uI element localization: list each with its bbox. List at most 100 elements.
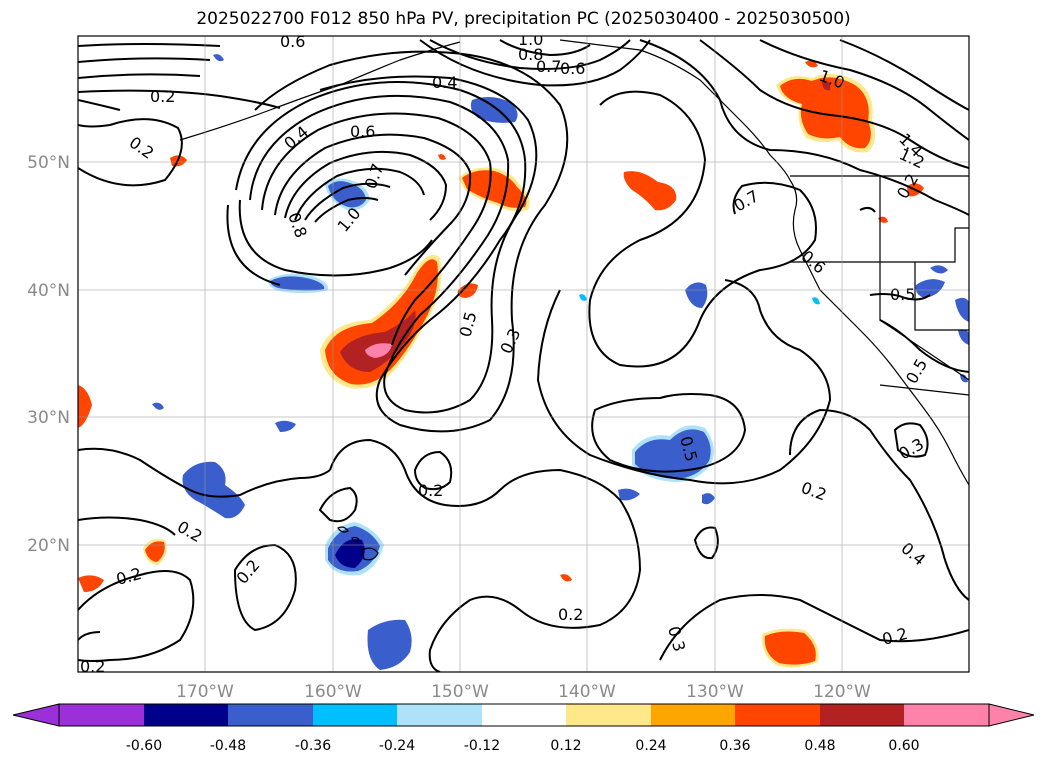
colorbar-label: -0.48 <box>210 738 246 754</box>
contour-label: 0.7 <box>536 57 561 76</box>
pv-contour <box>233 543 297 632</box>
pv-contour <box>789 408 969 601</box>
contour-label: 0.2 <box>558 605 583 624</box>
precip-negative-region <box>685 282 708 308</box>
colorbar-bin <box>820 704 904 726</box>
pv-contour <box>294 167 425 221</box>
colorbar-bin <box>313 704 397 726</box>
pv-contour <box>839 39 969 111</box>
colorbar-labels: -0.60 -0.48 -0.36 -0.24 -0.12 0.12 0.24 … <box>126 738 920 754</box>
state-border <box>914 262 969 331</box>
pv-contour <box>859 206 876 213</box>
hawaii-island <box>337 526 349 533</box>
pv-contour <box>249 75 538 414</box>
pv-contour <box>78 516 176 536</box>
pv-contour <box>314 197 379 223</box>
precip-negative-region <box>618 488 640 501</box>
colorbar-label: -0.36 <box>295 738 331 754</box>
precip-positive-region <box>780 77 871 149</box>
precip-positive-region <box>365 343 392 358</box>
lat-tick-label: 30°N <box>27 408 70 428</box>
pv-contour <box>78 118 183 187</box>
colorbar-label: -0.24 <box>379 738 415 754</box>
lon-tick-label: 140°W <box>558 682 616 702</box>
pv-contour <box>588 90 817 368</box>
colorbar-label: 0.48 <box>804 738 835 754</box>
colorbar-bin <box>482 704 566 726</box>
precip-negative-region <box>367 619 412 670</box>
hawaii-big-island <box>361 547 379 561</box>
contour-label: 1.0 <box>518 30 543 49</box>
contour-label: 0.2 <box>418 481 443 500</box>
pv-contour <box>693 526 719 560</box>
precip-negative-region <box>955 297 969 322</box>
precip-negative-region <box>182 461 245 519</box>
map-background <box>78 36 969 672</box>
colorbar-label: 0.12 <box>550 738 581 754</box>
precip-positive-region <box>560 574 572 582</box>
lon-tick-labels: 170°W 160°W 150°W 140°W 130°W 120°W <box>176 682 871 702</box>
pv-contour <box>329 438 642 672</box>
lon-tick-label: 170°W <box>176 682 234 702</box>
contour-label: 0.6 <box>280 32 305 51</box>
pv-contour <box>419 39 651 87</box>
pv-contour <box>284 150 448 221</box>
lat-tick-label: 50°N <box>27 153 70 173</box>
precip-negative-region <box>213 54 224 62</box>
precip-negative-region <box>958 329 969 345</box>
pv-contour <box>413 450 453 491</box>
contour-label: 0.4 <box>432 73 457 92</box>
precip-positive-region <box>340 310 416 372</box>
precip-negative-region <box>579 294 587 301</box>
colorbar-bin <box>904 704 989 726</box>
pv-contour <box>226 204 281 286</box>
colorbar: -0.60 -0.48 -0.36 -0.24 -0.12 0.12 0.24 … <box>12 703 1035 754</box>
pv-contour <box>274 133 472 276</box>
precip-negative-region <box>152 402 164 410</box>
lon-tick-label: 160°W <box>304 682 362 702</box>
precip-positive-region <box>764 631 816 665</box>
contour-label: 0.2 <box>80 657 105 676</box>
colorbar-bin <box>566 704 651 726</box>
precip-negative-region <box>335 539 365 568</box>
precip-negative-region <box>635 429 711 479</box>
pv-contour <box>759 39 969 141</box>
state-border <box>790 227 969 263</box>
pv-contour <box>78 43 221 47</box>
precip-shading <box>78 54 969 670</box>
colorbar-bin <box>397 704 482 726</box>
pv-contour <box>893 422 929 458</box>
colorbar-label: 0.60 <box>888 738 919 754</box>
north-america-coast <box>559 39 969 486</box>
pv-contour <box>699 39 969 169</box>
precip-positive-region <box>623 171 677 211</box>
precip-negative-region <box>270 276 325 291</box>
pv-contour <box>304 182 391 221</box>
lon-tick-label: 150°W <box>431 682 489 702</box>
colorbar-bin <box>59 704 144 726</box>
colorbar-bin <box>735 704 820 726</box>
lon-tick-label: 130°W <box>686 682 744 702</box>
pv-contour <box>238 199 433 277</box>
colorbar-label: 0.36 <box>719 738 750 754</box>
precip-positive-region <box>78 575 104 592</box>
pv-contour <box>78 570 195 662</box>
colorbar-bin <box>228 704 313 726</box>
pv-contour <box>78 99 121 111</box>
contour-label: 0.6 <box>350 122 375 141</box>
pv-contour <box>659 594 969 661</box>
pv-contour <box>78 631 101 641</box>
pv-contour <box>499 39 591 57</box>
pv-contour <box>536 279 832 485</box>
map-frame <box>77 35 970 673</box>
contour-label: 0.2 <box>150 87 175 106</box>
colorbar-label: 0.24 <box>635 738 666 754</box>
lat-tick-label: 20°N <box>27 536 70 556</box>
lon-tick-label: 120°W <box>813 682 871 702</box>
pv-contour <box>429 39 631 70</box>
pv-contour <box>591 393 747 473</box>
precip-positive-region <box>438 154 446 160</box>
precip-positive-region <box>462 170 527 208</box>
contour-label: 0.5 <box>890 285 915 304</box>
